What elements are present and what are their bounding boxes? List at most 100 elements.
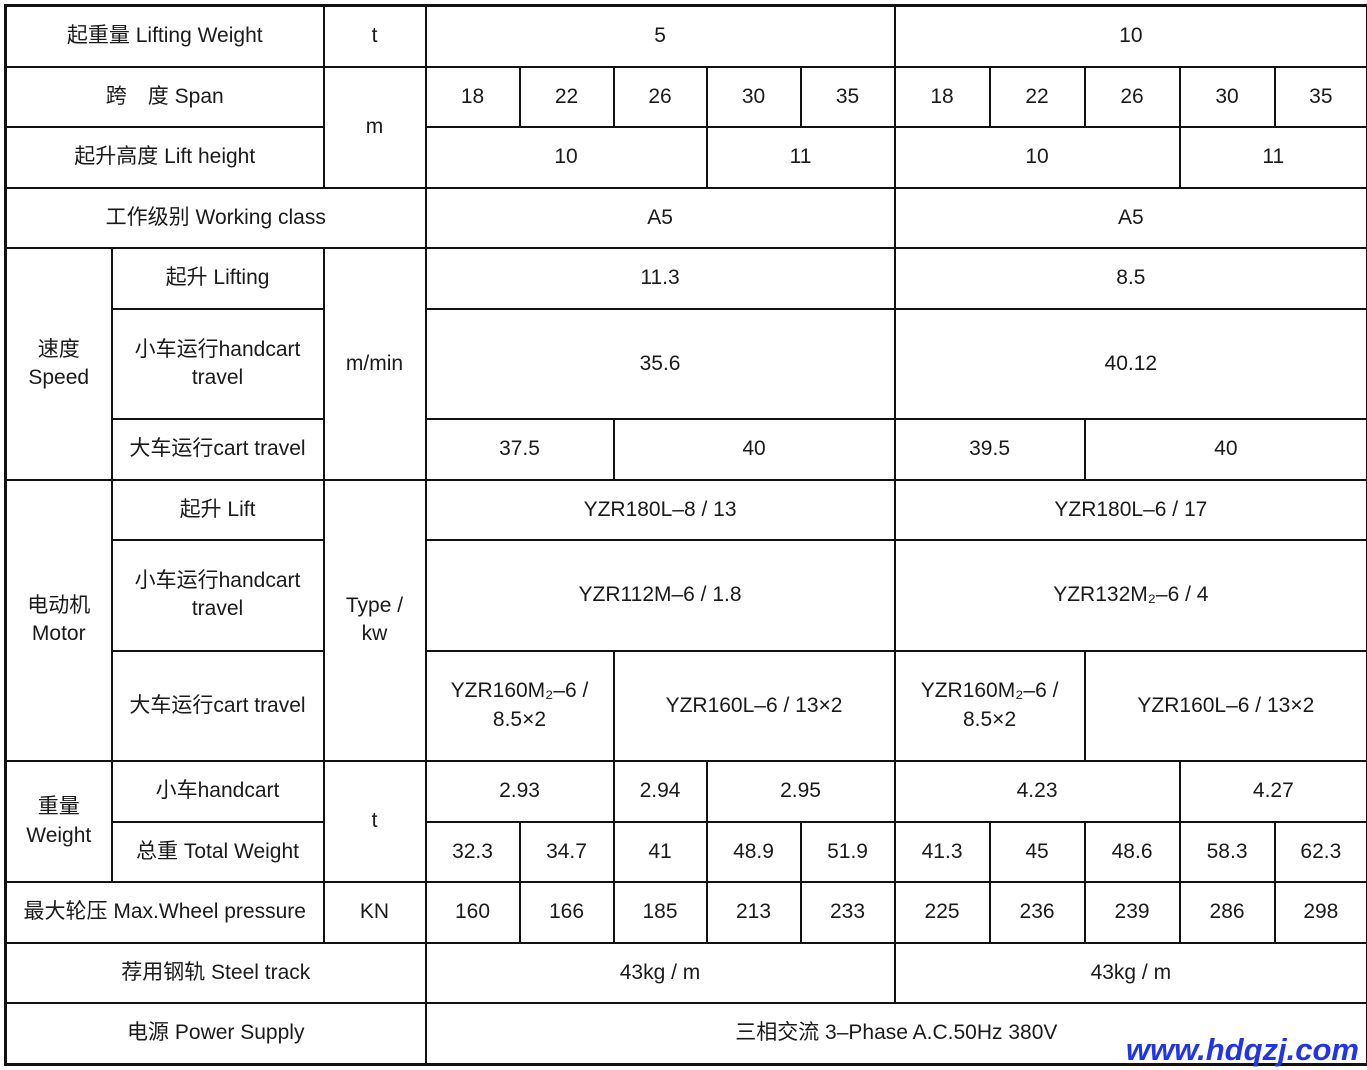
weight-total-value: 34.7 bbox=[518, 820, 615, 884]
lifting-weight-value: 5 bbox=[424, 4, 896, 68]
lift-height-value: 10 bbox=[893, 126, 1181, 189]
wheel-pressure-value: 298 bbox=[1273, 881, 1367, 944]
row-weight-handcart: 重量 Weight 小车handcart t 2.93 2.94 2.95 4.… bbox=[4, 760, 1367, 884]
speed-unit: m/min bbox=[322, 247, 427, 481]
weight-total-value: 48.9 bbox=[705, 820, 802, 884]
wheel-pressure-value: 233 bbox=[799, 881, 896, 944]
speed-lifting-label: 起升 Lifting bbox=[110, 247, 325, 310]
row-motor-lift: 电动机 Motor 起升 Lift Type / kw YZR180L–8 / … bbox=[4, 478, 1367, 763]
steel-track-value: 43kg / m bbox=[893, 941, 1367, 1004]
span-value: 18 bbox=[893, 65, 991, 129]
motor-lift-value: YZR180L–6 / 17 bbox=[893, 478, 1367, 542]
speed-handcart-label: 小车运行handcart travel bbox=[110, 307, 325, 421]
speed-group-label-en: Speed bbox=[28, 366, 90, 390]
weight-total-value: 41.3 bbox=[893, 820, 991, 884]
weight-total-value: 45 bbox=[988, 820, 1086, 884]
wheel-pressure-value: 286 bbox=[1178, 881, 1276, 944]
row-motor-handcart: 小车运行handcart travel YZR112M–6 / 1.8 YZR1… bbox=[6, 539, 1367, 652]
wheel-pressure-value: 160 bbox=[424, 881, 521, 944]
wheel-pressure-unit: KN bbox=[322, 881, 427, 944]
speed-handcart-value: 35.6 bbox=[424, 307, 896, 421]
motor-cart-value: YZR160L–6 / 13×2 bbox=[612, 649, 896, 763]
lifting-weight-unit: t bbox=[322, 4, 427, 68]
row-lifting-weight: 起重量 Lifting Weight t 5 10 bbox=[4, 4, 1367, 68]
weight-group-label-zh: 重量 bbox=[37, 795, 80, 819]
lifting-weight-label: 起重量 Lifting Weight bbox=[4, 4, 325, 68]
weight-handcart-value: 2.93 bbox=[424, 760, 615, 823]
motor-handcart-label: 小车运行handcart travel bbox=[110, 539, 325, 652]
speed-cart-value: 39.5 bbox=[893, 418, 1086, 481]
wheel-pressure-value: 225 bbox=[893, 881, 991, 944]
speed-lifting-value: 8.5 bbox=[893, 247, 1367, 310]
wheel-pressure-label: 最大轮压 Max.Wheel pressure bbox=[4, 881, 325, 944]
motor-group-label: 电动机 Motor bbox=[4, 478, 113, 763]
lifting-weight-value: 10 bbox=[893, 4, 1367, 68]
weight-total-value: 32.3 bbox=[424, 820, 521, 884]
speed-lifting-value: 11.3 bbox=[424, 247, 896, 310]
weight-handcart-value: 2.95 bbox=[705, 760, 896, 823]
crane-spec-table: 起重量 Lifting Weight t 5 10 跨 度 Span m 18 … bbox=[4, 4, 1367, 1066]
speed-group-label-zh: 速度 bbox=[37, 337, 80, 361]
row-wheel-pressure: 最大轮压 Max.Wheel pressure KN 160 166 185 2… bbox=[4, 881, 1367, 944]
motor-group-label-en: Motor bbox=[31, 622, 86, 646]
working-class-value: A5 bbox=[893, 186, 1367, 250]
site-watermark: www.hdqzj.com bbox=[1125, 1032, 1359, 1067]
span-value: 22 bbox=[518, 65, 615, 129]
wheel-pressure-value: 166 bbox=[518, 881, 615, 944]
row-working-class: 工作级别 Working class A5 A5 bbox=[4, 186, 1367, 250]
motor-lift-label: 起升 Lift bbox=[110, 478, 325, 542]
span-value: 22 bbox=[988, 65, 1086, 129]
working-class-label: 工作级别 Working class bbox=[4, 186, 427, 250]
weight-handcart-value: 4.23 bbox=[893, 760, 1181, 823]
weight-total-value: 41 bbox=[612, 820, 708, 884]
speed-cart-value: 40 bbox=[1083, 418, 1367, 481]
working-class-value: A5 bbox=[424, 186, 896, 250]
wheel-pressure-value: 239 bbox=[1083, 881, 1181, 944]
speed-cart-label: 大车运行cart travel bbox=[110, 418, 325, 481]
weight-unit: t bbox=[322, 760, 427, 884]
weight-handcart-label: 小车handcart bbox=[110, 760, 325, 823]
row-motor-cart: 大车运行cart travel YZR160M₂–6 / 8.5×2 YZR16… bbox=[6, 649, 1367, 763]
motor-lift-value: YZR180L–8 / 13 bbox=[424, 478, 896, 542]
weight-handcart-value: 2.94 bbox=[612, 760, 708, 823]
weight-handcart-value: 4.27 bbox=[1178, 760, 1367, 823]
motor-cart-value: YZR160L–6 / 13×2 bbox=[1083, 649, 1367, 763]
span-value: 26 bbox=[1083, 65, 1181, 129]
span-value: 30 bbox=[1178, 65, 1276, 129]
steel-track-label: 荐用钢轨 Steel track bbox=[4, 941, 427, 1004]
row-speed-lifting: 速度 Speed 起升 Lifting m/min 11.3 8.5 bbox=[4, 247, 1367, 481]
motor-handcart-value: YZR112M–6 / 1.8 bbox=[424, 539, 896, 652]
steel-track-value: 43kg / m bbox=[424, 941, 896, 1004]
row-span: 跨 度 Span m 18 22 26 30 35 18 22 26 30 35 bbox=[4, 65, 1367, 189]
span-label: 跨 度 Span bbox=[4, 65, 325, 129]
row-lift-height: 起升高度 Lift height 10 11 10 11 bbox=[4, 126, 1367, 189]
span-value: 30 bbox=[705, 65, 802, 129]
row-weight-total: 总重 Total Weight 32.3 34.7 41 48.9 51.9 4… bbox=[6, 820, 1367, 884]
weight-total-value: 48.6 bbox=[1083, 820, 1181, 884]
span-value: 35 bbox=[1273, 65, 1367, 129]
power-supply-label: 电源 Power Supply bbox=[4, 1001, 427, 1066]
motor-cart-value: YZR160M₂–6 / 8.5×2 bbox=[424, 649, 615, 763]
motor-cart-value: YZR160M₂–6 / 8.5×2 bbox=[893, 649, 1086, 763]
weight-total-value: 51.9 bbox=[799, 820, 896, 884]
speed-cart-value: 37.5 bbox=[424, 418, 615, 481]
power-supply-value: 三相交流 3–Phase A.C.50Hz 380V bbox=[424, 1001, 1367, 1066]
lift-height-label: 起升高度 Lift height bbox=[4, 126, 325, 189]
speed-group-label: 速度 Speed bbox=[4, 247, 113, 481]
lift-height-value: 10 bbox=[424, 126, 708, 189]
span-lift-height-unit: m bbox=[322, 65, 427, 189]
span-value: 26 bbox=[612, 65, 708, 129]
span-value: 35 bbox=[799, 65, 896, 129]
wheel-pressure-value: 236 bbox=[988, 881, 1086, 944]
row-power-supply: 电源 Power Supply 三相交流 3–Phase A.C.50Hz 38… bbox=[4, 1001, 1367, 1066]
speed-handcart-value: 40.12 bbox=[893, 307, 1367, 421]
lift-height-value: 11 bbox=[705, 126, 896, 189]
weight-total-value: 58.3 bbox=[1178, 820, 1276, 884]
weight-group-label-en: Weight bbox=[26, 823, 92, 847]
row-speed-handcart: 小车运行handcart travel 35.6 40.12 bbox=[6, 307, 1367, 421]
weight-group-label: 重量 Weight bbox=[4, 760, 113, 884]
span-value: 18 bbox=[424, 65, 521, 129]
lift-height-value: 11 bbox=[1178, 126, 1367, 189]
wheel-pressure-value: 213 bbox=[705, 881, 802, 944]
